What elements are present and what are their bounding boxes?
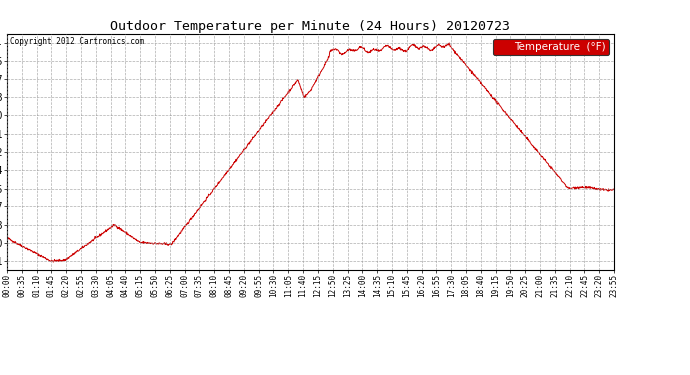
Text: Copyright 2012 Cartronics.com: Copyright 2012 Cartronics.com xyxy=(10,37,144,46)
Legend: Temperature  (°F): Temperature (°F) xyxy=(493,39,609,55)
Title: Outdoor Temperature per Minute (24 Hours) 20120723: Outdoor Temperature per Minute (24 Hours… xyxy=(110,20,511,33)
